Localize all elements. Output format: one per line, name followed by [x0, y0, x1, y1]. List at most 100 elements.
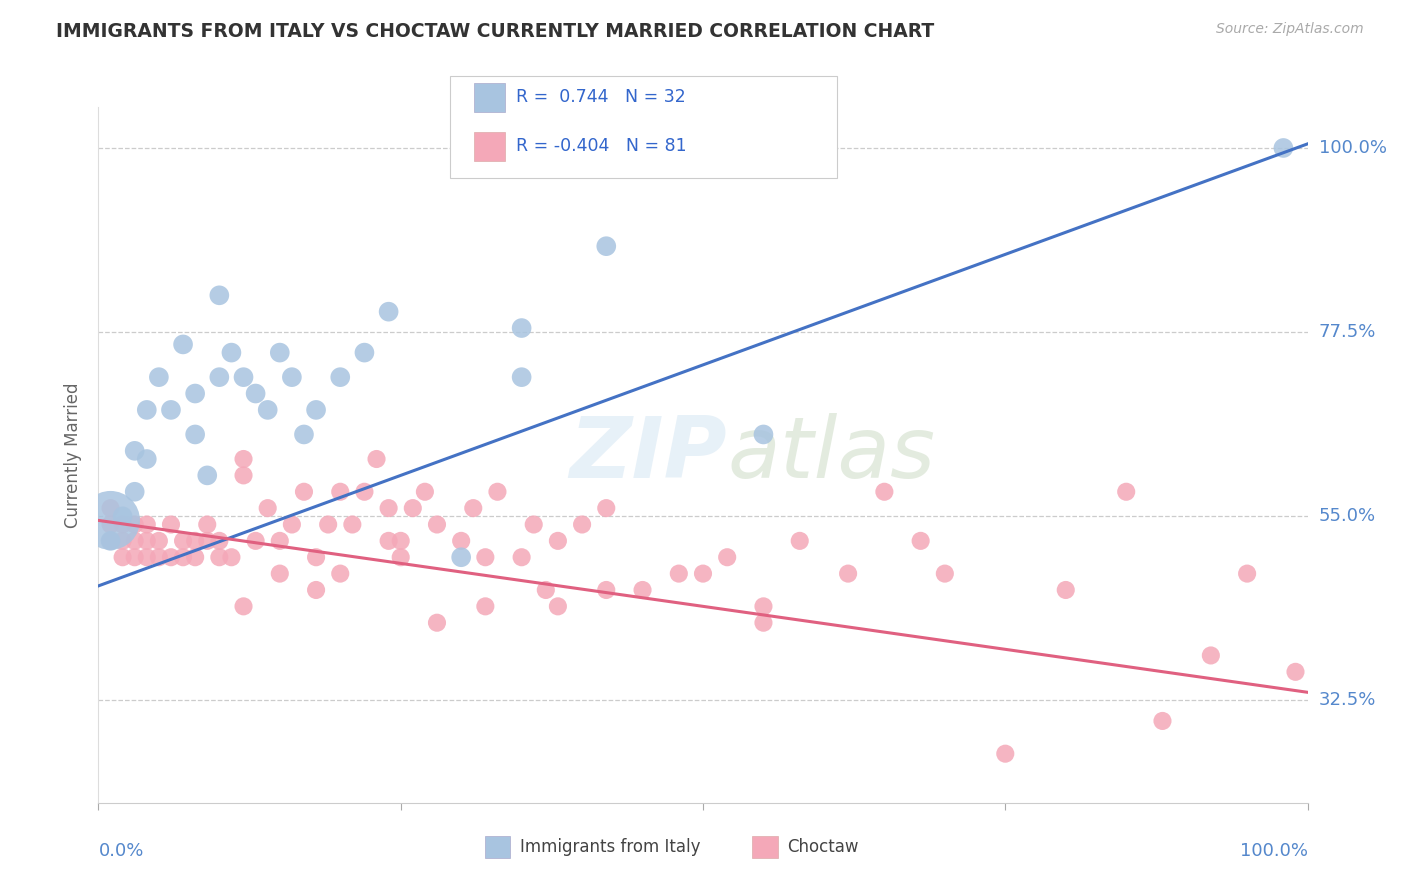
Text: IMMIGRANTS FROM ITALY VS CHOCTAW CURRENTLY MARRIED CORRELATION CHART: IMMIGRANTS FROM ITALY VS CHOCTAW CURRENT…	[56, 22, 935, 41]
Point	[402, 501, 425, 516]
Point	[100, 501, 122, 516]
Point	[873, 484, 896, 499]
Y-axis label: Currently Married: Currently Married	[65, 382, 83, 528]
Point	[595, 501, 617, 516]
Point	[160, 517, 183, 532]
Point	[366, 452, 388, 467]
Point	[474, 599, 496, 614]
Point	[353, 345, 375, 359]
Point	[269, 566, 291, 581]
Point	[837, 566, 859, 581]
Text: R = -0.404   N = 81: R = -0.404 N = 81	[516, 137, 686, 155]
Point	[232, 452, 254, 467]
Point	[523, 517, 546, 532]
Point	[124, 517, 146, 532]
Point	[1152, 714, 1174, 728]
Text: 100.0%: 100.0%	[1240, 842, 1308, 860]
Point	[389, 550, 412, 565]
Point	[716, 550, 738, 565]
Point	[135, 550, 157, 565]
Point	[148, 533, 170, 548]
Point	[160, 403, 183, 417]
Text: 32.5%: 32.5%	[1319, 691, 1376, 709]
Point	[1236, 566, 1258, 581]
Point	[426, 517, 449, 532]
Point	[1272, 141, 1295, 155]
Point	[281, 517, 304, 532]
Point	[377, 533, 399, 548]
Point	[668, 566, 690, 581]
Point	[1054, 582, 1077, 597]
Point	[208, 288, 231, 302]
Point	[256, 403, 278, 417]
Point	[789, 533, 811, 548]
Point	[474, 550, 496, 565]
Point	[100, 533, 122, 548]
Text: 0.0%: 0.0%	[98, 842, 143, 860]
Point	[934, 566, 956, 581]
Text: Immigrants from Italy: Immigrants from Italy	[520, 838, 700, 856]
Point	[752, 599, 775, 614]
Point	[135, 452, 157, 467]
Point	[135, 517, 157, 532]
Point	[752, 427, 775, 442]
Point	[305, 550, 328, 565]
Point	[1284, 665, 1306, 679]
Point	[269, 345, 291, 359]
Text: ZIP: ZIP	[569, 413, 727, 497]
Point	[595, 239, 617, 253]
Point	[111, 533, 134, 548]
Point	[111, 517, 134, 532]
Point	[329, 484, 352, 499]
Point	[148, 550, 170, 565]
Point	[631, 582, 654, 597]
Text: Source: ZipAtlas.com: Source: ZipAtlas.com	[1216, 22, 1364, 37]
Point	[124, 533, 146, 548]
Point	[195, 468, 218, 483]
Point	[135, 403, 157, 417]
Point	[232, 599, 254, 614]
Point	[124, 443, 146, 458]
Point	[256, 501, 278, 516]
Point	[292, 427, 315, 442]
Point	[221, 345, 243, 359]
Point	[910, 533, 932, 548]
Point	[172, 337, 194, 351]
Point	[172, 533, 194, 548]
Point	[342, 517, 364, 532]
Point	[510, 550, 533, 565]
Point	[329, 370, 352, 384]
Point	[316, 517, 339, 532]
Point	[329, 566, 352, 581]
Point	[292, 484, 315, 499]
Point	[305, 582, 328, 597]
Point	[1199, 648, 1222, 663]
Point	[184, 427, 207, 442]
Point	[208, 370, 231, 384]
Text: 100.0%: 100.0%	[1319, 139, 1386, 157]
Point	[463, 501, 485, 516]
Point	[184, 533, 207, 548]
Point	[305, 403, 328, 417]
Point	[184, 550, 207, 565]
Text: 55.0%: 55.0%	[1319, 508, 1376, 525]
Point	[245, 386, 267, 401]
Point	[353, 484, 375, 499]
Text: Choctaw: Choctaw	[787, 838, 859, 856]
Text: 77.5%: 77.5%	[1319, 323, 1376, 341]
Point	[486, 484, 509, 499]
Point	[221, 550, 243, 565]
Point	[111, 550, 134, 565]
Point	[269, 533, 291, 548]
Point	[547, 533, 569, 548]
Point	[547, 599, 569, 614]
Point	[450, 550, 472, 565]
Point	[1115, 484, 1137, 499]
Point	[281, 370, 304, 384]
Point	[184, 386, 207, 401]
Point	[994, 747, 1017, 761]
Point	[172, 550, 194, 565]
Point	[208, 550, 231, 565]
Point	[510, 370, 533, 384]
Point	[571, 517, 593, 532]
